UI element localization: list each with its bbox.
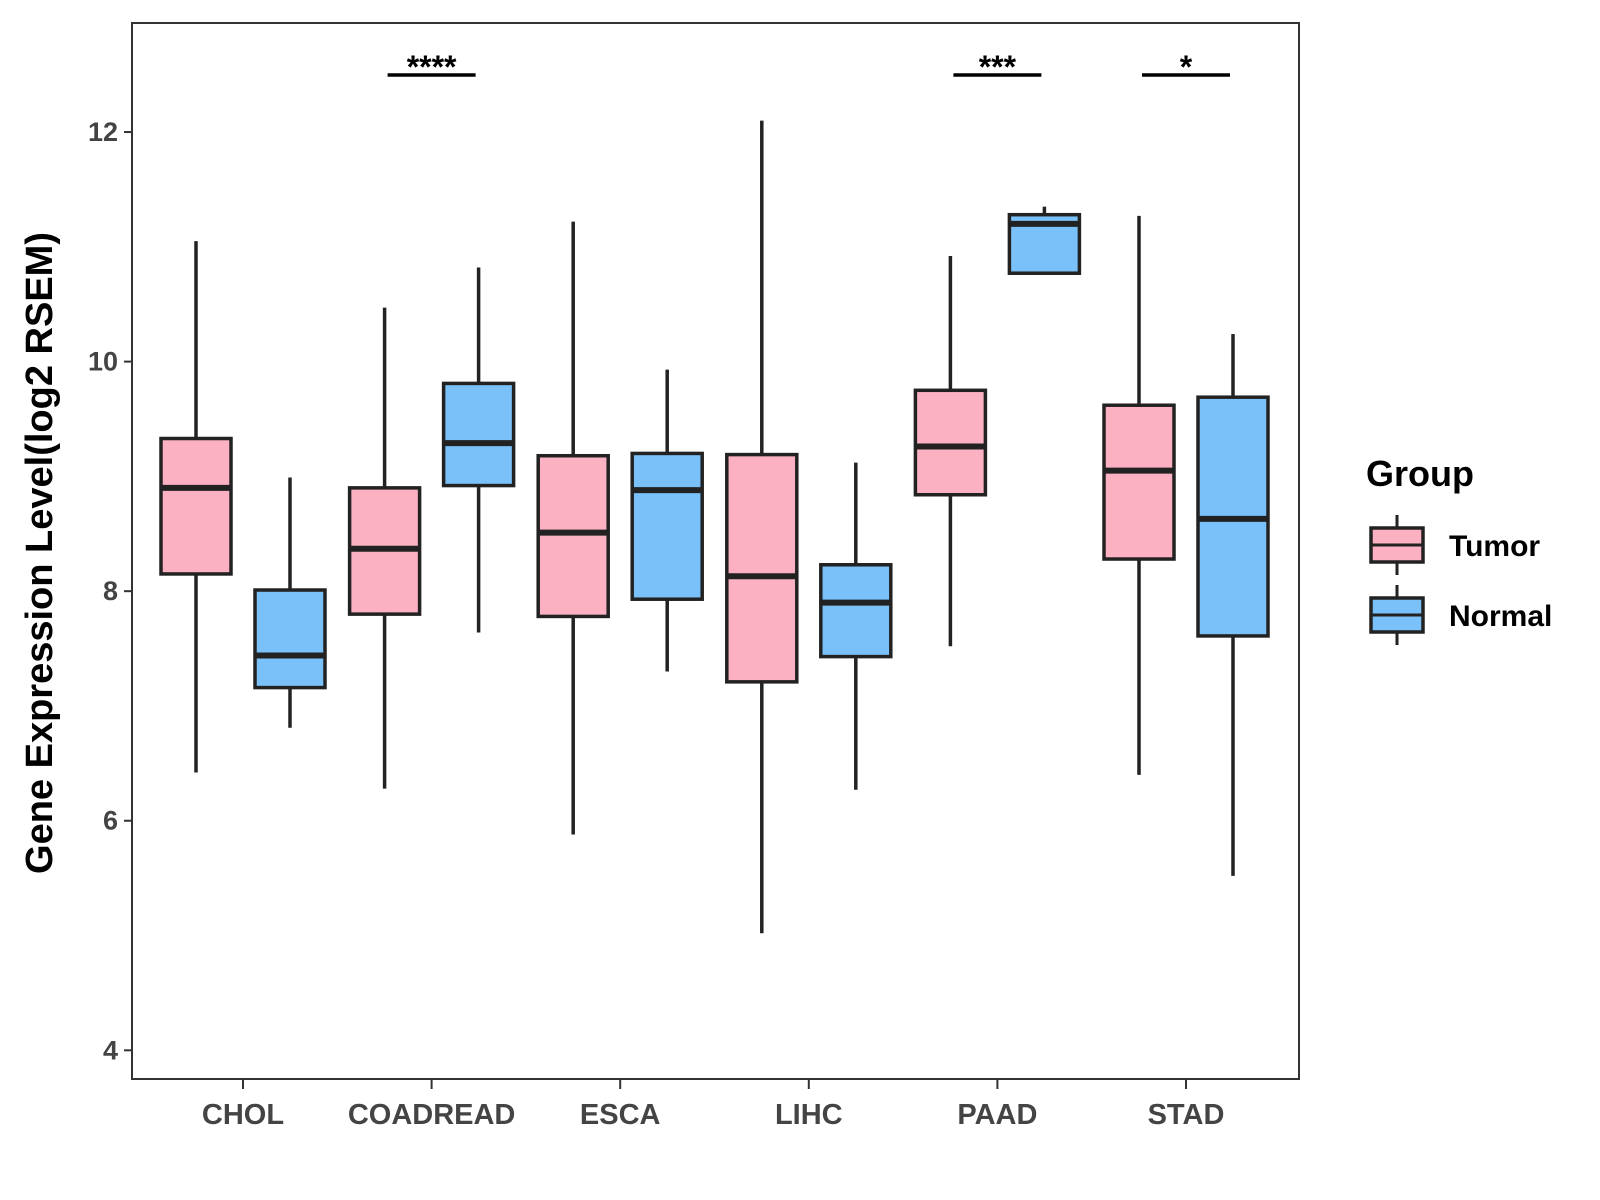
significance-label: ****	[407, 49, 457, 85]
box-normal	[253, 477, 327, 728]
x-axis: CHOL COADREAD ESCA LIHC PAAD STAD	[202, 1079, 1224, 1131]
y-tick-label: 8	[103, 576, 118, 606]
box-tumor	[159, 241, 233, 773]
box-iqr	[725, 452, 799, 684]
box-normal	[1007, 206, 1082, 275]
legend-label: Normal	[1449, 600, 1552, 633]
box-iqr	[441, 381, 516, 488]
significance-label: ***	[979, 49, 1017, 85]
box-iqr	[630, 451, 704, 601]
box-tumor	[913, 256, 988, 647]
box-iqr	[1102, 403, 1176, 561]
x-tick-label: PAAD	[957, 1099, 1037, 1131]
y-tick-label: 6	[103, 806, 118, 836]
legend-label: Tumor	[1449, 530, 1540, 563]
y-axis: 4 6 8 10 12	[88, 117, 132, 1065]
y-axis-title: Gene Expression Level(log2 RSEM)	[19, 232, 61, 874]
box-normal	[441, 267, 516, 633]
box-tumor	[1102, 215, 1176, 775]
legend-item-normal: Normal	[1369, 585, 1552, 645]
box-tumor	[536, 221, 610, 835]
legend-title: Group	[1366, 453, 1474, 494]
box-series	[159, 120, 1270, 934]
x-tick-label: CHOL	[202, 1099, 284, 1131]
x-tick-label: ESCA	[580, 1099, 661, 1131]
y-tick-label: 12	[88, 117, 118, 147]
significance-annotations: **** *** *	[387, 49, 1230, 85]
y-tick-label: 4	[103, 1035, 118, 1065]
y-tick-label: 10	[88, 347, 118, 377]
legend-item-tumor: Tumor	[1369, 515, 1540, 575]
box-tumor	[347, 307, 422, 789]
significance-bracket: *	[1142, 49, 1230, 85]
box-iqr	[159, 436, 233, 576]
box-iqr	[819, 563, 893, 659]
box-tumor	[725, 120, 799, 934]
box-iqr	[536, 453, 610, 619]
plot-panel	[131, 22, 1300, 1080]
significance-bracket: ***	[953, 49, 1042, 85]
box-iqr	[913, 388, 988, 497]
box-normal	[1196, 334, 1270, 876]
x-tick-label: STAD	[1148, 1099, 1225, 1131]
significance-bracket: ****	[387, 49, 476, 85]
x-tick-label: LIHC	[775, 1099, 843, 1131]
x-tick-label: COADREAD	[348, 1099, 516, 1131]
box-iqr	[253, 588, 327, 690]
significance-label: *	[1180, 49, 1193, 85]
box-normal	[819, 462, 893, 790]
legend: Group Tumor Normal	[1366, 453, 1552, 645]
box-normal	[630, 369, 704, 672]
